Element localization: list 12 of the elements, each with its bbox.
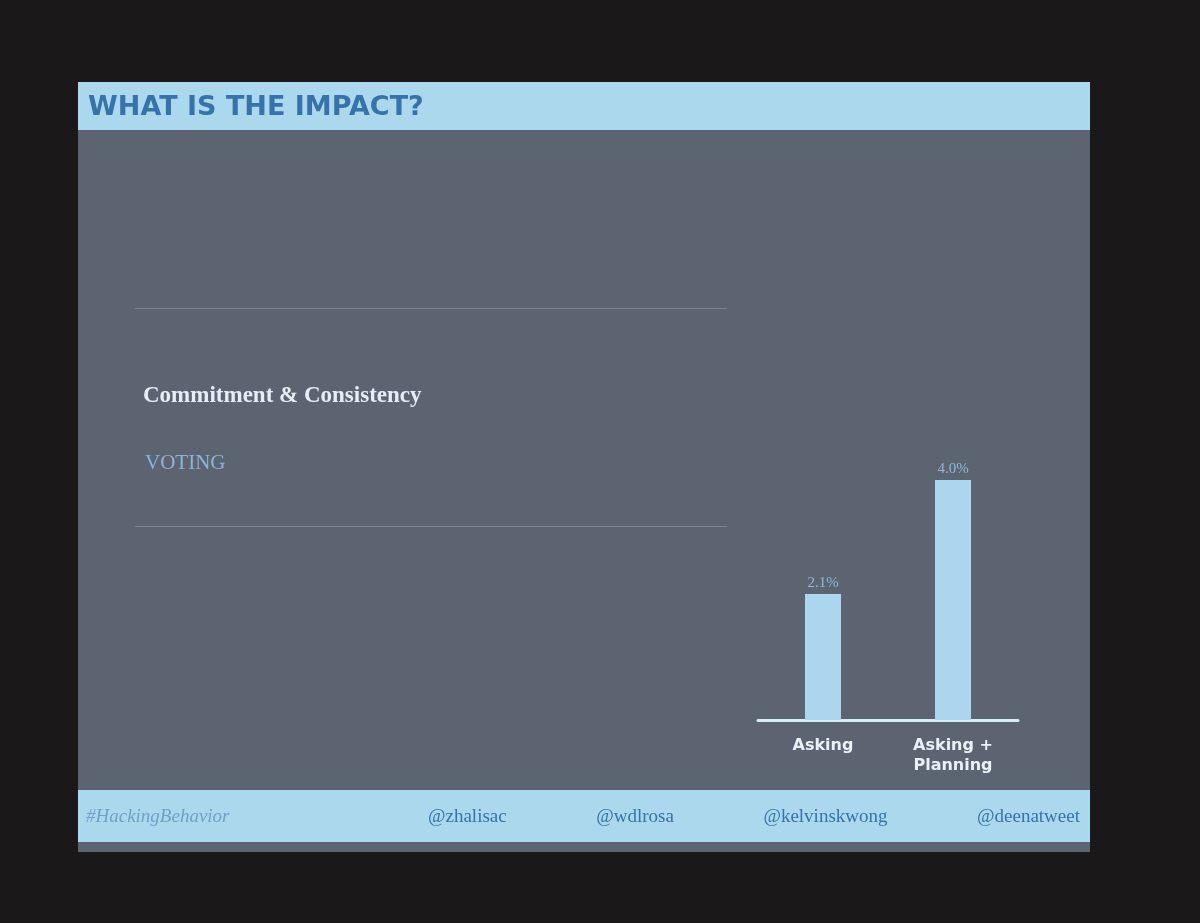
text: WHAT IS THE IMPACT?	[88, 90, 424, 121]
text: #HackingBehavior	[86, 805, 230, 827]
data-label: 2.1%	[807, 573, 839, 590]
text: @wdlrosa	[596, 805, 674, 827]
text: @zhalisac	[428, 805, 507, 827]
text: Commitment & Consistency	[143, 382, 422, 408]
text: @kelvinskwong	[763, 805, 888, 827]
x-tick-label: Asking	[792, 734, 854, 754]
data-label: 4.0%	[937, 459, 969, 476]
text: VOTING	[145, 450, 226, 475]
x-tick-label: Asking + Planning	[913, 734, 993, 774]
text: @deenatweet	[977, 805, 1080, 827]
